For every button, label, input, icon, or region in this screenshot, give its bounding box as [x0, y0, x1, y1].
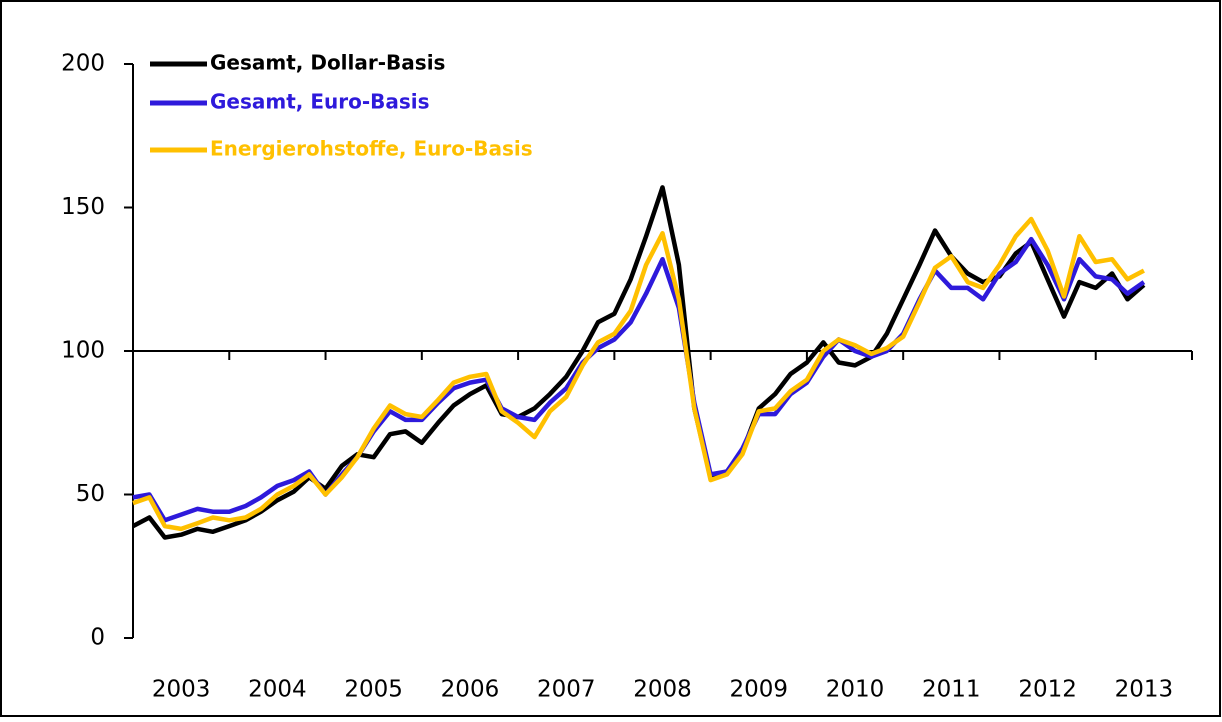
x-tick-label: 2009	[729, 677, 788, 703]
y-tick-label: 0	[90, 625, 105, 651]
x-tick-label: 2010	[826, 677, 885, 703]
x-tick-label: 2007	[537, 677, 596, 703]
y-tick-label: 150	[61, 194, 105, 220]
legend-label: Energierohstoffe, Euro-Basis	[210, 137, 533, 161]
y-tick-label: 100	[61, 338, 105, 364]
y-tick-label: 50	[76, 481, 105, 507]
x-tick-label: 2011	[922, 677, 981, 703]
x-tick-label: 2006	[441, 677, 500, 703]
legend-label: Gesamt, Euro-Basis	[210, 90, 430, 114]
x-tick-label: 2003	[152, 677, 211, 703]
x-tick-label: 2004	[248, 677, 307, 703]
series-line	[132, 216, 1145, 532]
x-tick-label: 2008	[633, 677, 692, 703]
legend-label: Gesamt, Dollar-Basis	[210, 51, 445, 75]
x-tick-label: 2013	[1115, 677, 1174, 703]
series-line	[132, 236, 1146, 523]
x-tick-label: 2005	[344, 677, 403, 703]
series-line	[131, 185, 1146, 540]
x-tick-label: 2012	[1018, 677, 1077, 703]
y-tick-label: 200	[61, 51, 105, 77]
